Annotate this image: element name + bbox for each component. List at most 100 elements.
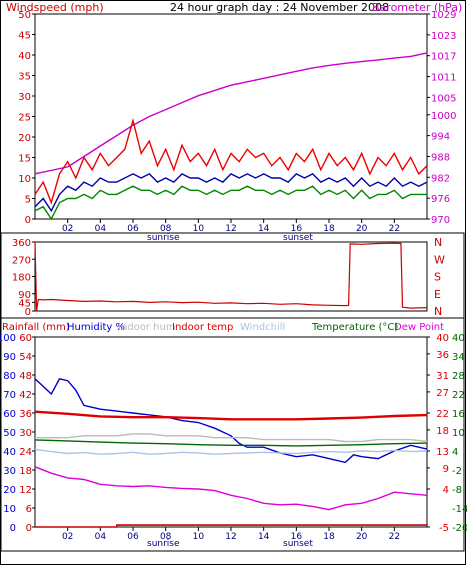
dew-point-label: Dew Point [394,322,444,333]
windspeed-tick-label: 5 [25,195,31,206]
barometer-tick-label: 1000 [431,111,456,122]
rainfall-tick-label: 60 [19,333,32,344]
temperature-tick-label: 34 [452,352,465,363]
humidity-tick-label: 60 [3,409,16,420]
indoor-temp-tick-label: 13 [436,447,449,458]
barometer-tick-label: 976 [431,194,450,205]
humidity-tick-label: 0 [10,523,16,534]
series-line-lowest-wind-mph- [34,185,427,221]
compass-tick-label: N [434,305,442,318]
rainfall-tick-label: 6 [26,504,32,515]
hour-tick-label: 20 [356,224,368,234]
windspeed-tick-label: 0 [25,215,31,226]
windchill-label: Windchill [240,322,285,333]
hour-tick-label: 16 [291,532,303,542]
barometer-tick-label: 994 [431,132,450,143]
hour-tick-label: 22 [389,532,400,542]
windspeed-tick-label: 45 [18,31,31,42]
barometer-tick-label: 1029 [431,10,456,21]
humidity-tick-label: 100 [0,333,16,344]
compass-tick-label: E [434,288,441,301]
top-plot-area [34,13,428,220]
barometer-tick-label: 988 [431,152,450,163]
hour-tick-label: 08 [160,224,172,234]
series-line-indoor-temp [34,410,428,421]
barometer-tick-label: 1005 [431,93,456,104]
humidity-tick-label: 50 [3,428,16,439]
series-line-temperature-c- [34,439,428,447]
windspeed-tick-label: 30 [18,92,31,103]
temperature-tick-label: -20 [452,523,467,534]
hour-tick-label: 02 [62,224,73,234]
indoor-temp-label: Indoor temp [172,322,233,333]
barometer-tick-label: 970 [431,215,450,226]
barometer-tick-label: 1011 [431,73,456,84]
compass-tick-label: S [434,271,441,284]
windspeed-axis-label: Windspeed (mph) [6,1,104,14]
humidity-tick-label: 80 [3,371,16,382]
temperature-tick-label: 16 [452,409,465,420]
hour-tick-label: 10 [193,224,205,234]
hour-tick-label: 10 [193,532,205,542]
series-line-dew-point [34,466,428,511]
humidity-tick-label: 10 [3,504,16,515]
hour-tick-label: 12 [225,224,236,234]
hour-tick-label: 08 [160,532,172,542]
humidity-tick-label: 40 [3,447,16,458]
temperature-axis-label: Temperature (°C) [311,322,398,333]
direction-tick-label: 90 [18,290,31,301]
windspeed-tick-label: 40 [18,51,31,62]
direction-tick-label: 270 [12,255,31,266]
rainfall-tick-label: 12 [19,485,32,496]
sunrise-label-bottom: sunrise [147,539,180,549]
indoor-temp-tick-label: 22 [436,409,449,420]
hour-tick-label: 06 [127,532,139,542]
barometer-tick-label: 1023 [431,31,456,42]
temperature-tick-label: 28 [452,371,465,382]
direction-tick-label: 360 [12,238,31,249]
top-panel: Windspeed (mph) 24 hour graph day : 24 N… [6,1,462,243]
sunrise-label-top: sunrise [147,233,180,243]
rainfall-tick-label: 48 [19,371,32,382]
sunset-label-top: sunset [283,233,313,243]
rainfall-tick-label: 18 [19,466,32,477]
humidity-tick-label: 90 [3,352,16,363]
series-line-indoor-hum [35,433,428,443]
indoor-temp-tick-label: 36 [436,350,449,361]
barometer-tick-label: 982 [431,173,450,184]
humidity-axis-label: Humidity % [67,322,125,333]
direction-tick-label: 180 [12,273,31,284]
indoor-temp-tick-label: 27 [436,388,449,399]
indoor-temp-tick-label: 9 [443,464,449,475]
hour-tick-label: 12 [225,532,236,542]
rainfall-tick-label: 30 [19,428,32,439]
temperature-tick-label: -8 [452,485,462,496]
windspeed-tick-label: 35 [18,72,31,83]
compass-tick-label: N [434,236,442,249]
hour-tick-label: 04 [95,224,107,234]
series-line-rainfall-mm- [35,524,427,528]
indoor-hum-label: Indoor hum [118,322,176,333]
hour-tick-label: 18 [323,224,335,234]
series-line-wind-gust-mph- [34,117,428,205]
direction-tick-label: 45 [18,298,31,309]
rainfall-axis-label: Rainfall (mm) [2,322,70,333]
series-line-windchill [34,448,428,455]
windspeed-tick-label: 10 [18,174,31,185]
series-line-barometer-hpa- [34,52,428,175]
windspeed-tick-label: 25 [18,113,31,124]
temperature-tick-label: 10 [452,428,465,439]
hour-tick-label: 06 [127,224,139,234]
sunset-label-bottom: sunset [283,539,313,549]
hour-tick-label: 22 [389,224,400,234]
barometer-tick-label: 1017 [431,52,456,63]
bottom-plot-area [34,336,428,528]
series-line-average-wind-mph- [34,173,428,213]
rainfall-tick-label: 54 [19,352,32,363]
compass-tick-label: W [434,253,445,266]
rainfall-tick-label: 0 [26,523,32,534]
hour-tick-label: 02 [62,532,73,542]
indoor-temp-tick-label: 40 [436,333,449,344]
